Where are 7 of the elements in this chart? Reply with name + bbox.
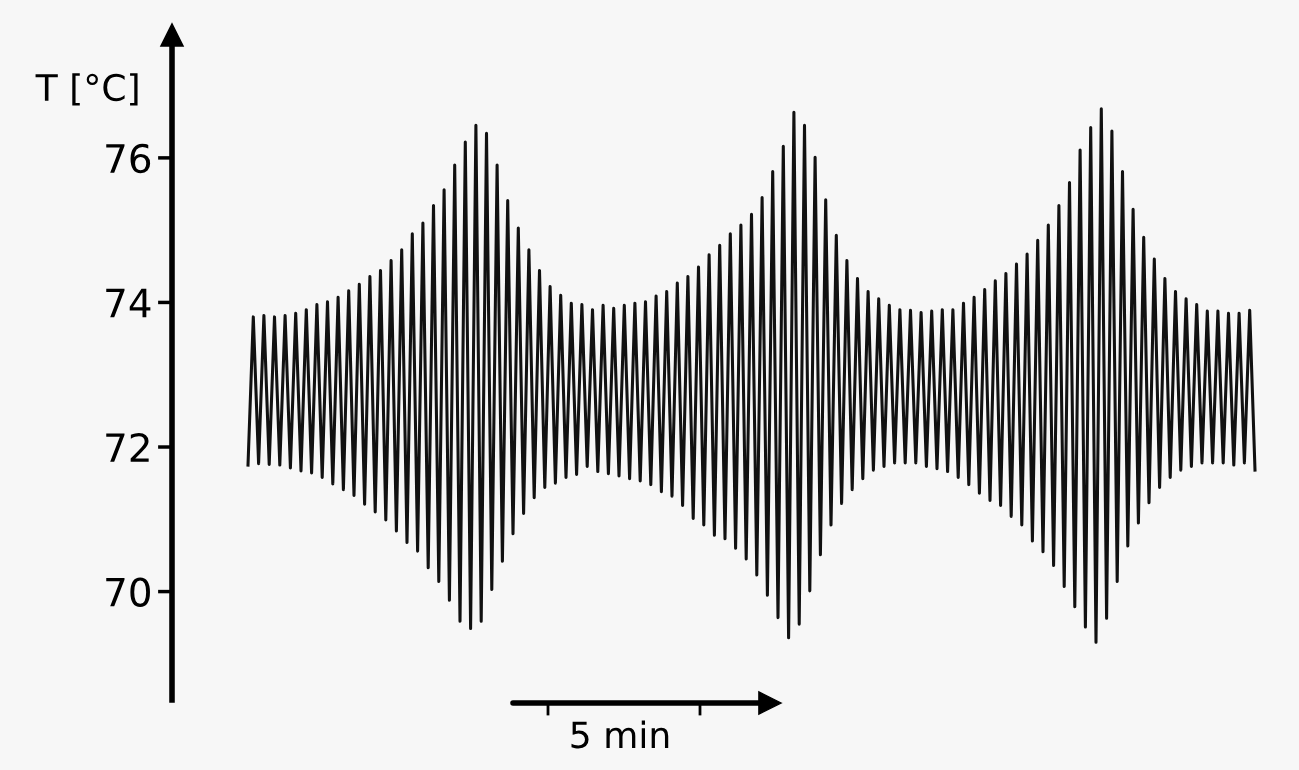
y-tick-label: 72 [106, 432, 149, 462]
y-tick-label: 74 [106, 288, 151, 318]
y-axis-title: T [°C] [35, 73, 138, 106]
y-tick-label: 70 [106, 577, 150, 607]
text: 5 min [571, 720, 669, 749]
line-series [246, 107, 1257, 644]
y-tick-label: 76 [106, 143, 151, 174]
